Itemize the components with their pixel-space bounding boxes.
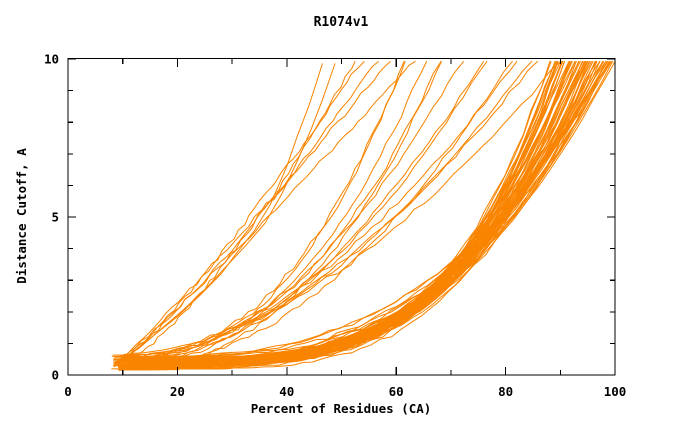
chart-title: R1074v1 — [314, 15, 369, 30]
x-tick-label-20: 20 — [170, 384, 185, 399]
curve-mid-12 — [112, 61, 562, 356]
curve-mid-8 — [123, 61, 513, 366]
y-tick-labels: 0 5 10 — [44, 52, 59, 383]
curve-bulk-57 — [118, 61, 611, 368]
y-tick-label-5: 5 — [51, 210, 59, 225]
curve-mid-11 — [118, 61, 538, 360]
x-tick-label-60: 60 — [389, 384, 404, 399]
curve-steep-1 — [113, 61, 365, 368]
curve-mid-1 — [123, 61, 405, 355]
curve-bulk-58 — [118, 61, 608, 371]
axis-ticks — [67, 58, 616, 376]
x-axis-label: Percent of Residues (CA) — [251, 401, 432, 416]
curve-mid-3 — [116, 61, 442, 358]
x-tick-label-80: 80 — [498, 384, 513, 399]
y-axis-label: Distance Cutoff, A — [14, 148, 29, 284]
x-tick-label-100: 100 — [604, 384, 627, 399]
curve-steep-3 — [119, 61, 391, 361]
x-tick-labels: 0 20 40 60 80 100 — [64, 384, 626, 399]
y-tick-label-10: 10 — [44, 52, 59, 67]
curve-bulk-63 — [117, 61, 612, 371]
curve-outlier-2 — [116, 63, 336, 363]
curve-bulk-62 — [124, 61, 613, 365]
x-tick-label-40: 40 — [279, 384, 294, 399]
curve-mid-5 — [124, 61, 464, 362]
data-curves — [111, 61, 616, 371]
curve-mid-7 — [119, 61, 485, 369]
y-tick-label-0: 0 — [51, 368, 59, 383]
curve-steep-2 — [117, 61, 379, 361]
curve-bulk-61 — [124, 61, 612, 363]
x-tick-label-0: 0 — [64, 384, 72, 399]
curve-bulk-53 — [114, 61, 601, 363]
